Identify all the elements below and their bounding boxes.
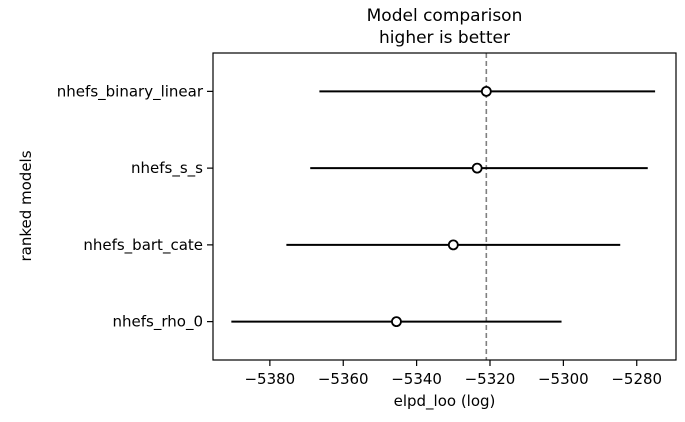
point-marker: [471, 162, 483, 174]
x-tick-label: −5340: [391, 370, 442, 388]
y-tick-label: nhefs_rho_0: [113, 313, 203, 332]
x-tick-label: −5300: [538, 370, 589, 388]
x-tick-label: −5280: [611, 370, 662, 388]
x-tick-label: −5320: [465, 370, 516, 388]
point-marker: [391, 316, 402, 328]
x-tick-label: −5380: [244, 370, 295, 388]
chart-title-line1: Model comparison: [366, 6, 523, 26]
point-marker: [447, 239, 459, 251]
chart-title-line2: higher is better: [379, 28, 510, 48]
y-tick-label: nhefs_s_s: [131, 159, 203, 178]
plot-border: [212, 52, 677, 361]
chart-title: Model comparison higher is better: [213, 5, 676, 49]
x-axis-label: elpd_loo (log): [393, 392, 496, 410]
point-marker: [480, 85, 492, 97]
y-tick-label: nhefs_binary_linear: [57, 82, 204, 101]
x-tick-label: −5360: [318, 370, 369, 388]
y-tick-label: nhefs_bart_cate: [83, 236, 203, 255]
